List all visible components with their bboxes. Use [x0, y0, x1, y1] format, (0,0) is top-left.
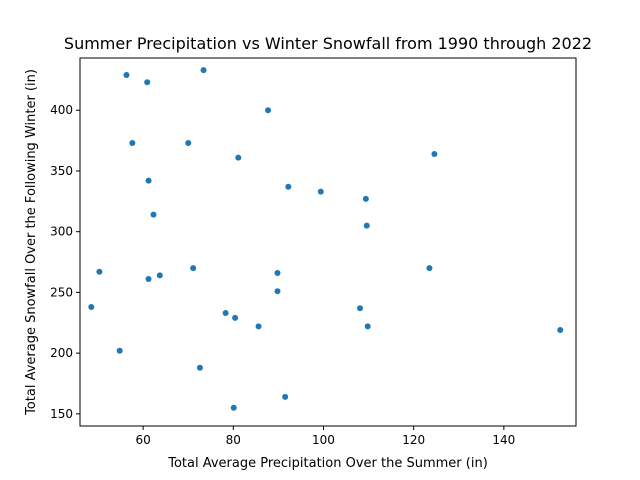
x-axis-label: Total Average Precipitation Over the Sum… [167, 456, 488, 471]
y-tick-label: 300 [50, 225, 73, 239]
data-point-1 [88, 303, 95, 310]
data-point-10 [156, 272, 163, 279]
x-axis-ticks: 60 80 100 120 140 [135, 426, 515, 447]
x-tick-label: 100 [312, 433, 335, 447]
data-point-24 [285, 183, 292, 190]
data-point-7 [145, 177, 152, 184]
x-tick-label: 80 [226, 433, 241, 447]
data-point-17 [232, 314, 239, 321]
data-point-29 [364, 323, 371, 330]
data-point-30 [426, 265, 433, 272]
chart-title: Summer Precipitation vs Winter Snowfall … [64, 34, 592, 53]
data-point-22 [274, 288, 281, 295]
data-point-12 [190, 265, 197, 272]
data-point-21 [274, 269, 281, 276]
data-point-6 [144, 79, 151, 86]
data-point-23 [282, 393, 289, 400]
data-point-32 [557, 327, 564, 334]
data-point-5 [129, 140, 136, 147]
y-tick-label: 150 [50, 407, 73, 421]
data-point-18 [235, 154, 242, 161]
data-point-16 [230, 404, 237, 411]
y-tick-label: 350 [50, 164, 73, 178]
data-point-20 [265, 107, 272, 114]
data-point-19 [255, 323, 262, 330]
plot-frame [79, 57, 577, 427]
data-point-4 [123, 72, 130, 78]
data-point-11 [185, 140, 192, 147]
data-point-26 [357, 305, 364, 312]
x-tick-label: 140 [492, 433, 515, 447]
y-tick-label: 250 [50, 285, 73, 299]
data-point-27 [362, 195, 369, 202]
data-point-3 [116, 347, 123, 354]
data-point-31 [431, 150, 438, 157]
data-point-2 [96, 268, 103, 275]
data-point-28 [363, 222, 370, 229]
data-point-13 [196, 364, 203, 371]
x-tick-label: 60 [135, 433, 150, 447]
y-tick-label: 200 [50, 346, 73, 360]
y-tick-label: 400 [50, 103, 73, 117]
x-tick-label: 120 [402, 433, 425, 447]
data-point-9 [150, 211, 157, 218]
data-point-14 [200, 67, 207, 74]
data-point-15 [222, 310, 229, 317]
data-point-8 [145, 276, 152, 283]
y-axis-label: Total Average Snowfall Over the Followin… [24, 69, 39, 416]
y-axis-ticks: 150 200 250 300 350 400 [50, 103, 80, 421]
data-point-25 [317, 188, 324, 195]
points-layer [88, 67, 564, 411]
